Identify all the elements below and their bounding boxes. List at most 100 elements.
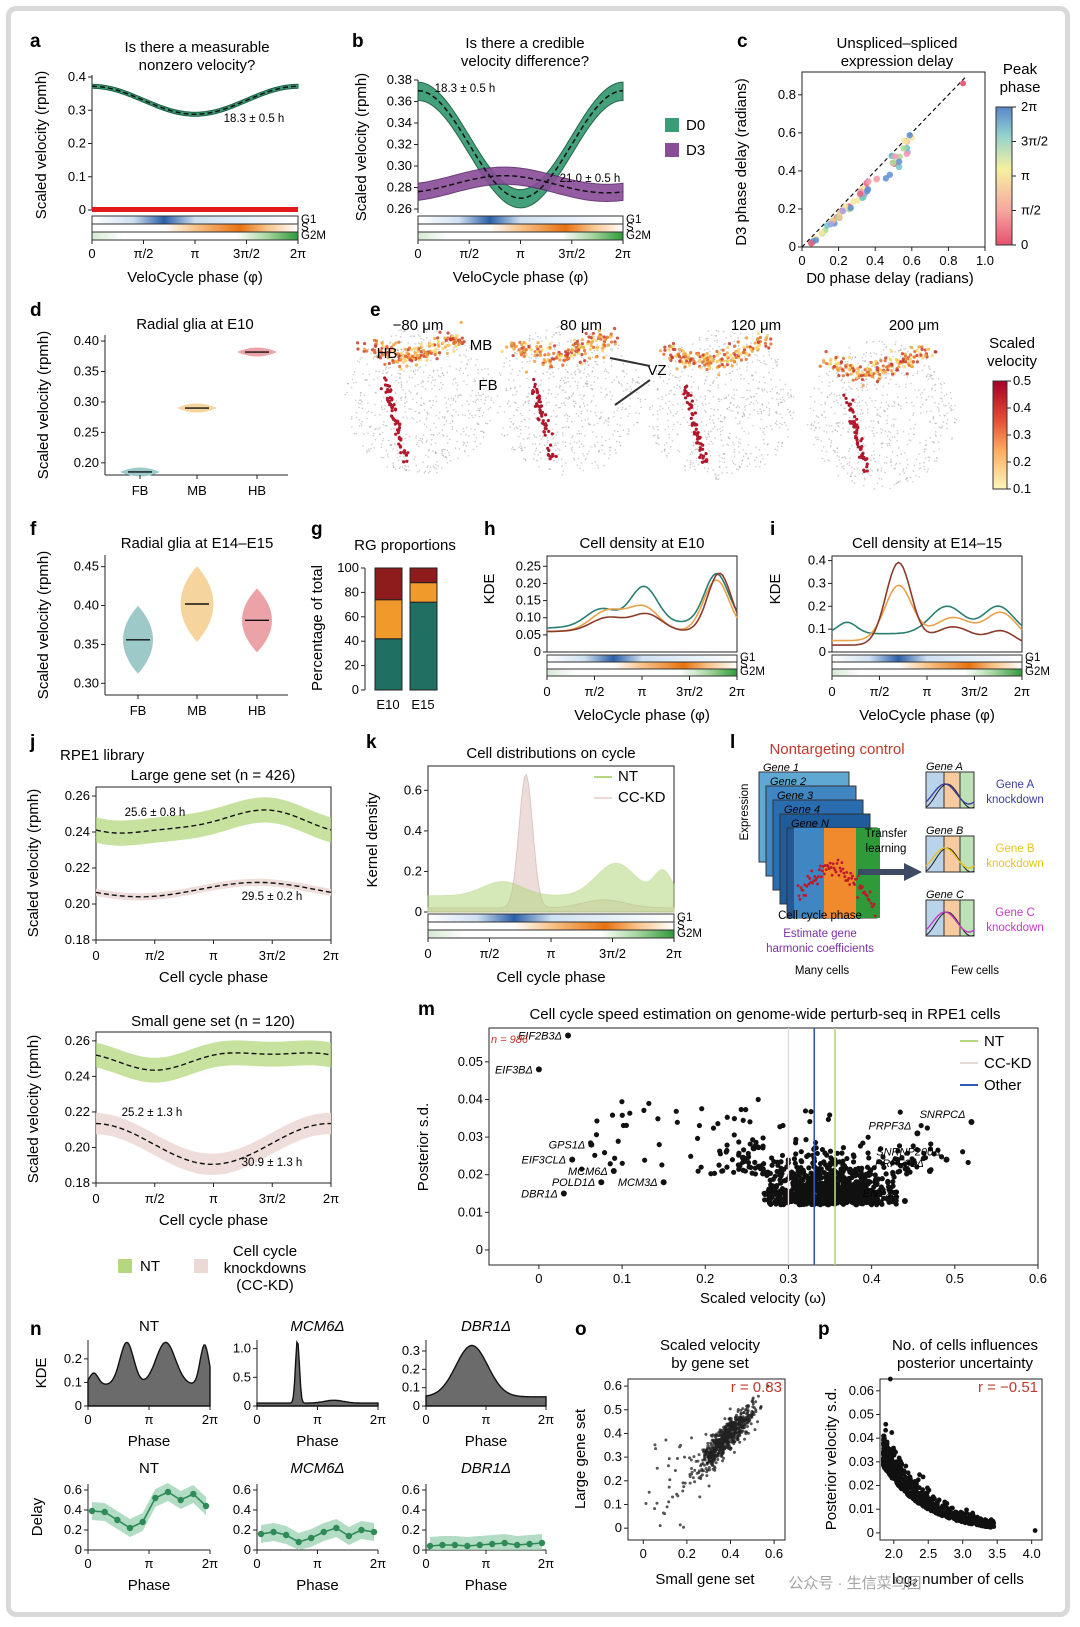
cell-point [672,428,674,431]
j-subplot-title: Large gene set (n = 426) [131,767,296,784]
cell-point [419,437,422,440]
cell-point [564,368,567,371]
cell-point [899,349,902,352]
cell-point [866,389,869,391]
cell-point [580,410,583,413]
cell-point [653,380,655,383]
vz-cell-point [739,358,744,362]
cell-point [539,435,541,437]
cell-point [867,363,870,366]
cell-point [561,473,564,476]
panel-label: c [737,31,748,52]
cell-point [625,389,627,391]
cell-point [433,466,436,469]
cell-point [593,443,596,446]
cell-point [738,367,741,370]
x-tick-label: 2π [615,246,631,261]
cell-point [783,421,786,424]
cell-point [443,417,446,419]
cell-point [407,342,410,344]
cell-point [833,393,835,396]
cell-point [837,422,839,424]
cell-point [601,444,604,447]
cell-point [429,339,432,342]
cell-point [486,422,489,425]
cell-point [776,398,778,401]
x-tick-label: 0.4 [863,1271,881,1286]
vz-cell-point [733,353,737,357]
cell-point [826,396,829,399]
cell-point [707,467,710,470]
perturbation-point [803,1137,809,1143]
cell-point [703,348,706,351]
cell-point [546,441,549,444]
cell-point [739,420,741,423]
vz-cell-point [855,376,859,380]
y-tick-label: 0.20 [516,575,541,590]
cell-point [535,357,537,360]
gene-point [873,175,881,182]
cell-point [539,337,542,339]
fast-cell-point [856,425,860,429]
cell-point [825,450,828,453]
cell-point [710,440,713,443]
cell-point [816,438,818,441]
cell-point [374,438,377,441]
cell-point [861,359,864,362]
cell-point [430,406,432,409]
x-tick-label: π [516,246,525,261]
vz-cell-point [727,342,732,346]
vz-cell-point [416,350,420,354]
vz-cell-point [863,368,867,372]
cell-point [613,430,616,432]
cell-point [854,356,857,358]
cell-point [667,366,670,368]
vz-cell-point [689,357,693,361]
x-axis-title: Cell cycle phase [159,1212,268,1229]
cell-point [467,410,470,412]
cell-point [792,411,795,414]
stacked-bar-segment [374,638,403,691]
cell-point [716,478,718,481]
cell-point [810,424,813,427]
gene-point [895,163,903,171]
cell-point [610,398,612,401]
vz-cell-point [421,348,426,353]
fast-cell-point [390,409,394,413]
cell-point [585,457,587,460]
cell-point [586,403,589,406]
transfer-arrowhead [904,863,922,881]
cell-point [402,388,404,391]
cell-point [751,361,754,363]
cell-point [706,436,708,439]
vz-cell-point [578,344,582,348]
cell-point [372,357,375,360]
cell-point [705,337,708,340]
vz-cell-point [582,348,587,353]
cell-point [892,367,895,369]
cell-point [576,387,579,389]
cell-point [482,436,485,438]
cell-point [613,379,616,381]
cell-point [475,445,478,447]
cell-point [565,426,568,428]
cell-point [473,433,475,436]
cell-point [884,430,887,432]
cell-point [756,401,759,404]
cell-point [459,367,462,370]
cell-point [423,471,426,474]
fast-cell-point [701,447,705,451]
vz-cell-point [417,346,421,350]
cell-point [429,466,432,469]
cell-point [889,431,892,434]
cell-point [813,421,816,423]
vz-cell-point [589,340,593,345]
cell-point [458,369,461,372]
cell-point [848,381,850,384]
cell-point [633,424,635,426]
cell-point [717,474,720,476]
vz-cell-point [460,336,464,340]
cell-point [928,421,931,423]
cell-point [374,414,376,417]
cell-point [451,426,454,428]
